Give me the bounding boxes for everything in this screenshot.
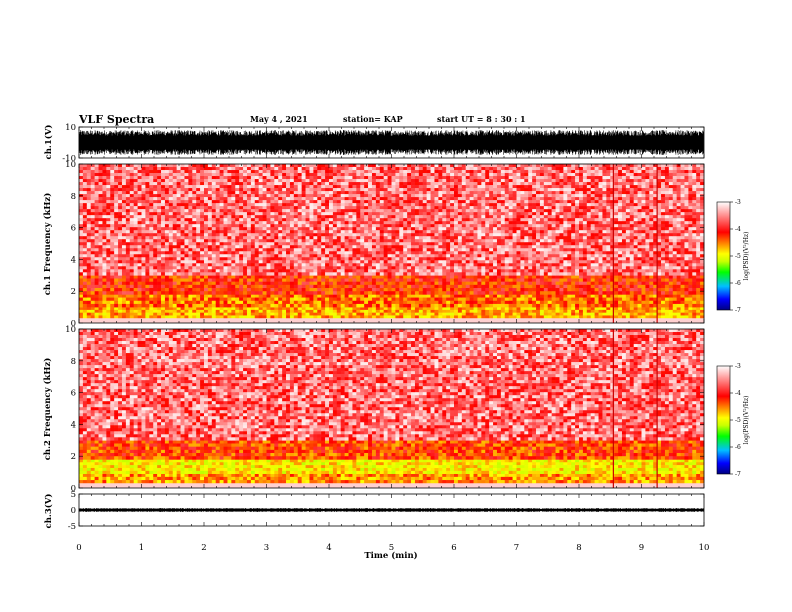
colorbar-tick-label: -3 [735, 363, 741, 370]
spectrogram-ch1-image [79, 164, 705, 323]
y-tick-label: 0 [71, 506, 76, 516]
start-ut-label: start UT = 8 : 30 : 1 [437, 114, 526, 124]
y-tick-label: 2 [71, 287, 76, 297]
colorbar-tick-label: -6 [735, 280, 741, 287]
date-label: May 4 , 2021 [250, 114, 308, 124]
colorbar-tick-label: -7 [735, 307, 741, 314]
waveform-trace-path [78, 130, 704, 155]
x-tick-label: 2 [201, 543, 206, 553]
y-tick-label: 8 [71, 192, 76, 202]
y-tick-label: 0 [71, 319, 76, 329]
x-tick-label: 0 [76, 543, 81, 553]
x-tick-label: 10 [699, 543, 710, 553]
x-tick-label: 7 [514, 543, 519, 553]
figure-title: VLF Spectra [78, 113, 154, 126]
colorbar-tick-label: -5 [735, 417, 741, 424]
colorbar-tick-label: -6 [735, 444, 741, 451]
colorbar-ch2-label: log(PSD)(V²/Hz) [743, 396, 750, 445]
x-tick-label: 9 [639, 543, 644, 553]
colorbar-tick-label: -5 [735, 253, 741, 260]
colorbar-ch1-gradient [716, 201, 731, 311]
y-tick-label: -10 [62, 154, 76, 164]
ylabel-ch2-spectrogram: ch.2 Frequency (kHz) [42, 358, 53, 461]
colorbar-ch2: -3 -4 -5 -6 -7 log(PSD)(V²/Hz) [716, 363, 750, 478]
ylabel-ch1-waveform: ch.1(V) [43, 125, 54, 160]
ylabel-ch3-waveform: ch.3(V) [43, 494, 54, 529]
y-tick-label: 6 [71, 224, 76, 234]
y-tick-label: 0 [71, 484, 76, 494]
y-tick-label: 10 [65, 123, 76, 133]
waveform-ch3-trace [78, 508, 704, 512]
waveform-ch1-trace [78, 130, 704, 155]
y-tick-label: 4 [71, 255, 76, 265]
xlabel-time: Time (min) [364, 550, 417, 561]
colorbar-tick-label: -3 [735, 199, 741, 206]
x-tick-label: 1 [139, 543, 144, 553]
x-tick-label: 3 [264, 543, 269, 553]
y-tick-label: 10 [65, 160, 76, 170]
colorbar-tick-label: -4 [735, 390, 741, 397]
station-label: station= KAP [343, 114, 403, 124]
x-tick-label: 4 [326, 543, 331, 553]
ylabel-ch1-spectrogram: ch.1 Frequency (kHz) [42, 193, 53, 296]
colorbar-ch2-gradient [716, 365, 731, 475]
y-tick-label: 2 [71, 452, 76, 462]
y-tick-label: 10 [65, 325, 76, 335]
spectrogram-ch2-image [79, 329, 705, 488]
colorbar-ch1-label: log(PSD)(V²/Hz) [743, 232, 750, 281]
y-tick-label: 6 [71, 389, 76, 399]
colorbar-ch1: -3 -4 -5 -6 -7 log(PSD)(V²/Hz) [716, 199, 750, 314]
colorbar-tick-label: -4 [735, 226, 741, 233]
colorbar-tick-label: -7 [735, 471, 741, 478]
y-tick-label: -5 [68, 522, 76, 532]
x-tick-label: 8 [576, 543, 581, 553]
y-tick-label: 5 [71, 490, 76, 500]
y-tick-label: 8 [71, 357, 76, 367]
y-tick-label: 4 [71, 420, 76, 430]
x-tick-label: 5 [389, 543, 394, 553]
waveform-trace-path [78, 508, 704, 512]
x-tick-label: 6 [451, 543, 456, 553]
